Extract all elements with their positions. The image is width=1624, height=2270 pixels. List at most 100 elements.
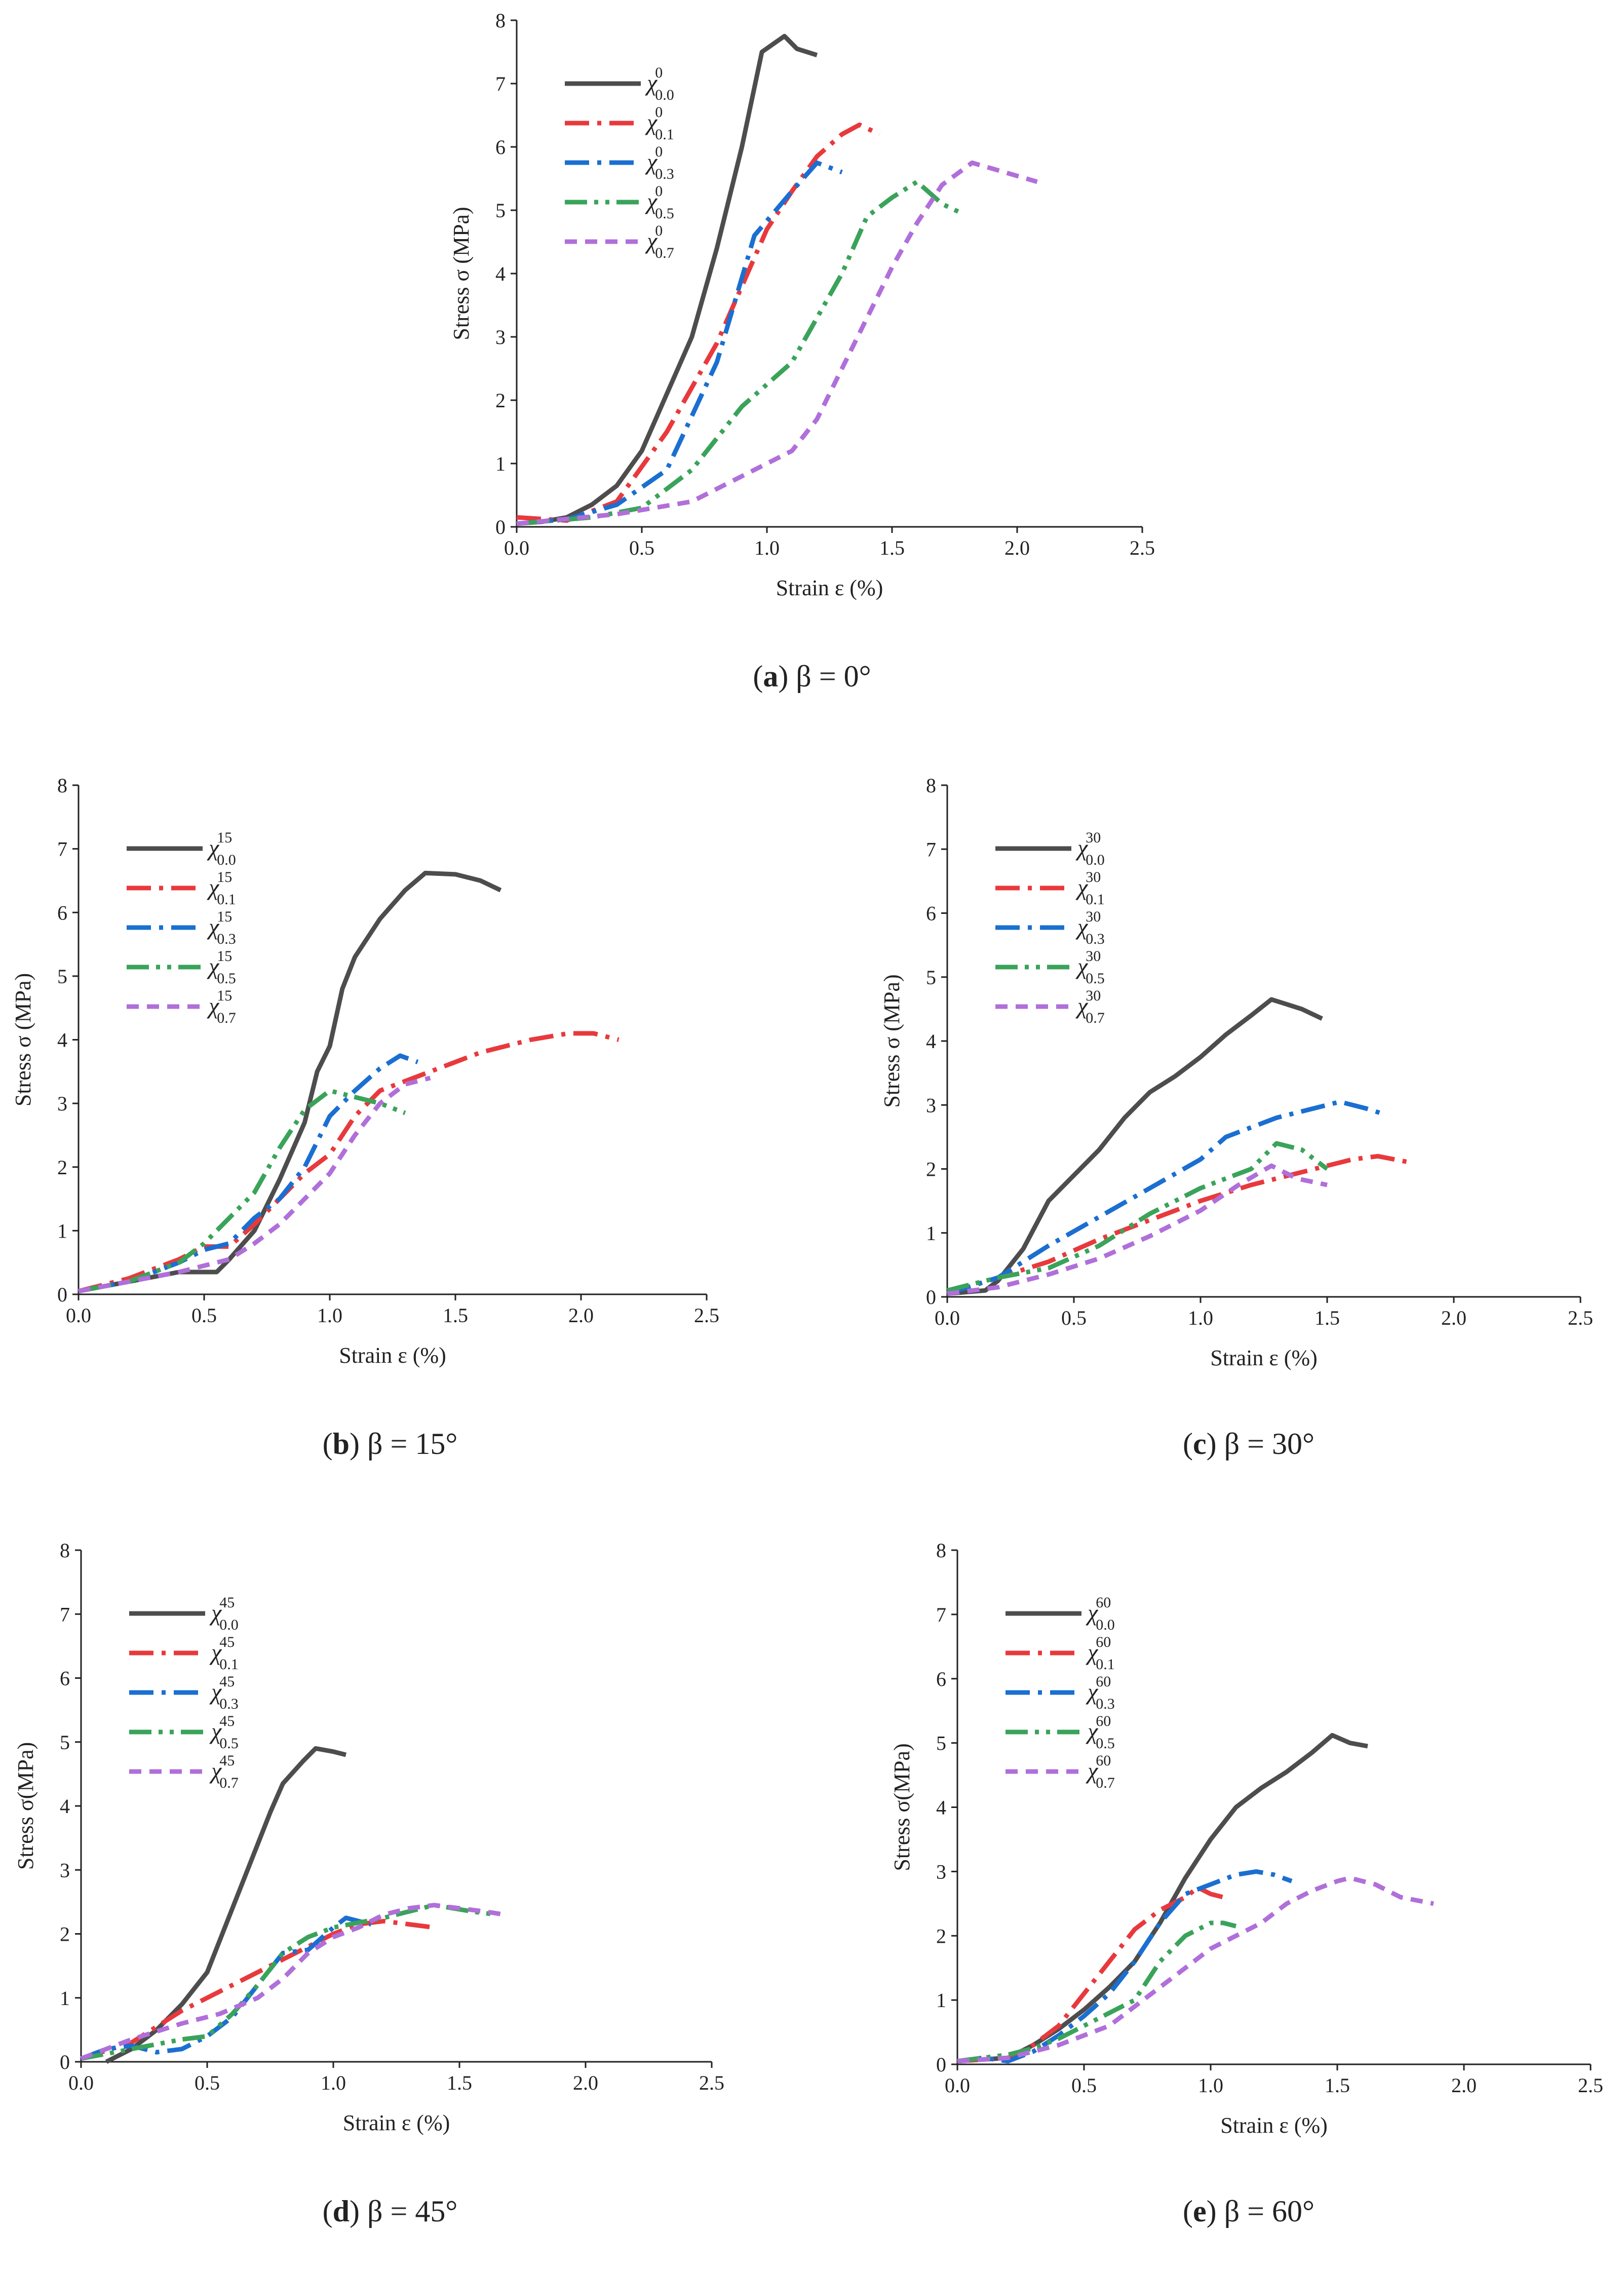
x-axis-label: Strain ε (%) bbox=[343, 2110, 450, 2135]
legend-label: χ15 0.3 bbox=[207, 908, 236, 947]
y-tick-label: 4 bbox=[936, 1796, 946, 1819]
y-tick-label: 0 bbox=[57, 1283, 67, 1306]
series-line-0-3 bbox=[516, 160, 843, 526]
y-axis-label: Stress σ (MPa) bbox=[879, 974, 904, 1107]
series-line-0-7 bbox=[947, 1163, 1328, 1296]
x-tick-label: 2.0 bbox=[1451, 2074, 1477, 2097]
x-tick-label: 0.0 bbox=[68, 2071, 94, 2094]
x-axis-label: Strain ε (%) bbox=[1210, 1345, 1318, 1370]
series-line-0-1 bbox=[946, 1153, 1411, 1296]
legend-label: χ30 0.3 bbox=[1075, 908, 1105, 947]
series-line-0-3 bbox=[957, 1869, 1293, 2064]
y-axis-label: Stress σ (MPa) bbox=[11, 973, 35, 1106]
y-tick-label: 8 bbox=[926, 774, 936, 797]
x-tick-label: 2.0 bbox=[568, 1304, 594, 1327]
y-tick-label: 5 bbox=[57, 965, 67, 988]
legend-label: χ0 0.5 bbox=[645, 183, 674, 222]
legend-label: χ30 0.5 bbox=[1075, 948, 1105, 987]
legend-label: χ15 0.0 bbox=[207, 829, 236, 868]
x-tick-label: 2.5 bbox=[1578, 2074, 1603, 2097]
y-axis-label: Stress σ(MPa) bbox=[890, 1743, 914, 1871]
y-tick-label: 6 bbox=[926, 902, 936, 925]
y-tick-label: 8 bbox=[60, 1539, 70, 1562]
x-tick-label: 1.5 bbox=[447, 2071, 472, 2094]
series-line-0-0 bbox=[105, 1746, 347, 2064]
legend-label: χ45 0.0 bbox=[209, 1594, 239, 1633]
y-tick-label: 7 bbox=[936, 1603, 946, 1626]
y-tick-label: 8 bbox=[936, 1539, 946, 1562]
legend-label: χ0 0.3 bbox=[645, 143, 674, 182]
legend-label: χ60 0.7 bbox=[1086, 1752, 1115, 1791]
y-tick-label: 5 bbox=[495, 199, 506, 222]
chart-panel-d: 0.0 0.5 1.0 1.5 2.0 2.5 0 1 2 3 4 5 6 7 8 Strain ε (%) S… bbox=[13, 1539, 724, 2228]
x-tick-label: 0.0 bbox=[504, 536, 529, 559]
series-line-0-3 bbox=[946, 1099, 1386, 1296]
series-line-0-1 bbox=[957, 1885, 1224, 2064]
legend-label: χ45 0.3 bbox=[209, 1673, 239, 1712]
y-tick-label: 5 bbox=[60, 1731, 70, 1754]
x-tick-label: 0.5 bbox=[629, 536, 654, 559]
y-tick-label: 8 bbox=[57, 774, 67, 797]
x-axis-label: Strain ε (%) bbox=[1220, 2113, 1328, 2138]
legend-label: χ30 0.7 bbox=[1075, 987, 1105, 1026]
y-tick-label: 6 bbox=[60, 1667, 70, 1690]
y-tick-label: 6 bbox=[936, 1668, 946, 1690]
chart-panel-c: 0.0 0.5 1.0 1.5 2.0 2.5 0 1 2 3 4 5 6 7 8 Strain ε (%) S… bbox=[879, 774, 1593, 1460]
y-tick-label: 2 bbox=[60, 1923, 70, 1946]
y-tick-label: 5 bbox=[926, 966, 936, 989]
panel-caption: (b) β = 15° bbox=[323, 1427, 458, 1460]
y-tick-label: 6 bbox=[57, 901, 67, 924]
y-tick-label: 3 bbox=[495, 326, 506, 349]
x-tick-label: 0.0 bbox=[935, 1306, 960, 1329]
series-line-0-0 bbox=[947, 997, 1323, 1296]
panel-caption: (d) β = 45° bbox=[323, 2195, 458, 2228]
y-tick-label: 8 bbox=[495, 9, 506, 32]
y-tick-label: 7 bbox=[57, 838, 67, 861]
series-line-0-3 bbox=[78, 1053, 419, 1294]
legend-label: χ15 0.7 bbox=[207, 987, 236, 1026]
y-tick-label: 0 bbox=[60, 2051, 70, 2073]
legend-label: χ60 0.0 bbox=[1086, 1594, 1115, 1633]
y-tick-label: 1 bbox=[60, 1987, 70, 2010]
series-line-0-7 bbox=[516, 160, 1038, 526]
chart-panel-a: 0.0 0.5 1.0 1.5 2.0 2.5 0 1 2 3 4 5 6 7 8 Strain ε (%) S… bbox=[449, 9, 1155, 693]
x-tick-label: 0.0 bbox=[66, 1304, 91, 1327]
y-tick-label: 3 bbox=[936, 1860, 946, 1883]
x-tick-label: 1.0 bbox=[1188, 1306, 1213, 1329]
x-tick-label: 1.0 bbox=[754, 536, 780, 559]
legend-label: χ60 0.5 bbox=[1086, 1713, 1115, 1752]
y-tick-label: 3 bbox=[60, 1859, 70, 1881]
legend-label: χ45 0.5 bbox=[209, 1713, 239, 1752]
x-tick-label: 0.5 bbox=[195, 2071, 220, 2094]
y-tick-label: 3 bbox=[926, 1094, 936, 1117]
chart-panel-e: 0.0 0.5 1.0 1.5 2.0 2.5 0 1 2 3 4 5 6 7 8 Strain ε (%) S… bbox=[890, 1539, 1603, 2228]
legend-label: χ0 0.7 bbox=[645, 222, 674, 261]
y-axis-label: Stress σ(MPa) bbox=[13, 1742, 38, 1870]
panel-caption: (a) β = 0° bbox=[753, 660, 871, 693]
series-line-0-1 bbox=[80, 1918, 435, 2061]
y-tick-label: 4 bbox=[926, 1030, 936, 1053]
series-line-0-0 bbox=[78, 870, 502, 1294]
legend-label: χ0 0.1 bbox=[645, 104, 674, 143]
x-tick-label: 1.0 bbox=[317, 1304, 342, 1327]
series-line-0-7 bbox=[957, 1875, 1434, 2064]
legend-label: χ45 0.7 bbox=[209, 1752, 239, 1791]
legend-label: χ15 0.1 bbox=[207, 869, 236, 908]
x-tick-label: 0.5 bbox=[191, 1304, 217, 1327]
x-tick-label: 2.5 bbox=[699, 2071, 724, 2094]
y-tick-label: 3 bbox=[57, 1092, 67, 1115]
x-tick-label: 0.5 bbox=[1071, 2074, 1097, 2097]
series-line-0-7 bbox=[78, 1075, 431, 1294]
series-line-0-5 bbox=[78, 1088, 406, 1294]
y-tick-label: 0 bbox=[495, 516, 506, 538]
panel-caption: (c) β = 30° bbox=[1183, 1427, 1314, 1460]
x-tick-label: 1.5 bbox=[879, 536, 905, 559]
x-tick-label: 1.5 bbox=[1325, 2074, 1350, 2097]
legend-label: χ45 0.1 bbox=[209, 1634, 239, 1673]
legend-label: χ30 0.0 bbox=[1075, 829, 1105, 868]
series-line-0-1 bbox=[78, 1031, 620, 1294]
series-line-0-3 bbox=[80, 1915, 372, 2061]
y-tick-label: 2 bbox=[926, 1158, 936, 1181]
y-tick-label: 2 bbox=[57, 1156, 67, 1179]
